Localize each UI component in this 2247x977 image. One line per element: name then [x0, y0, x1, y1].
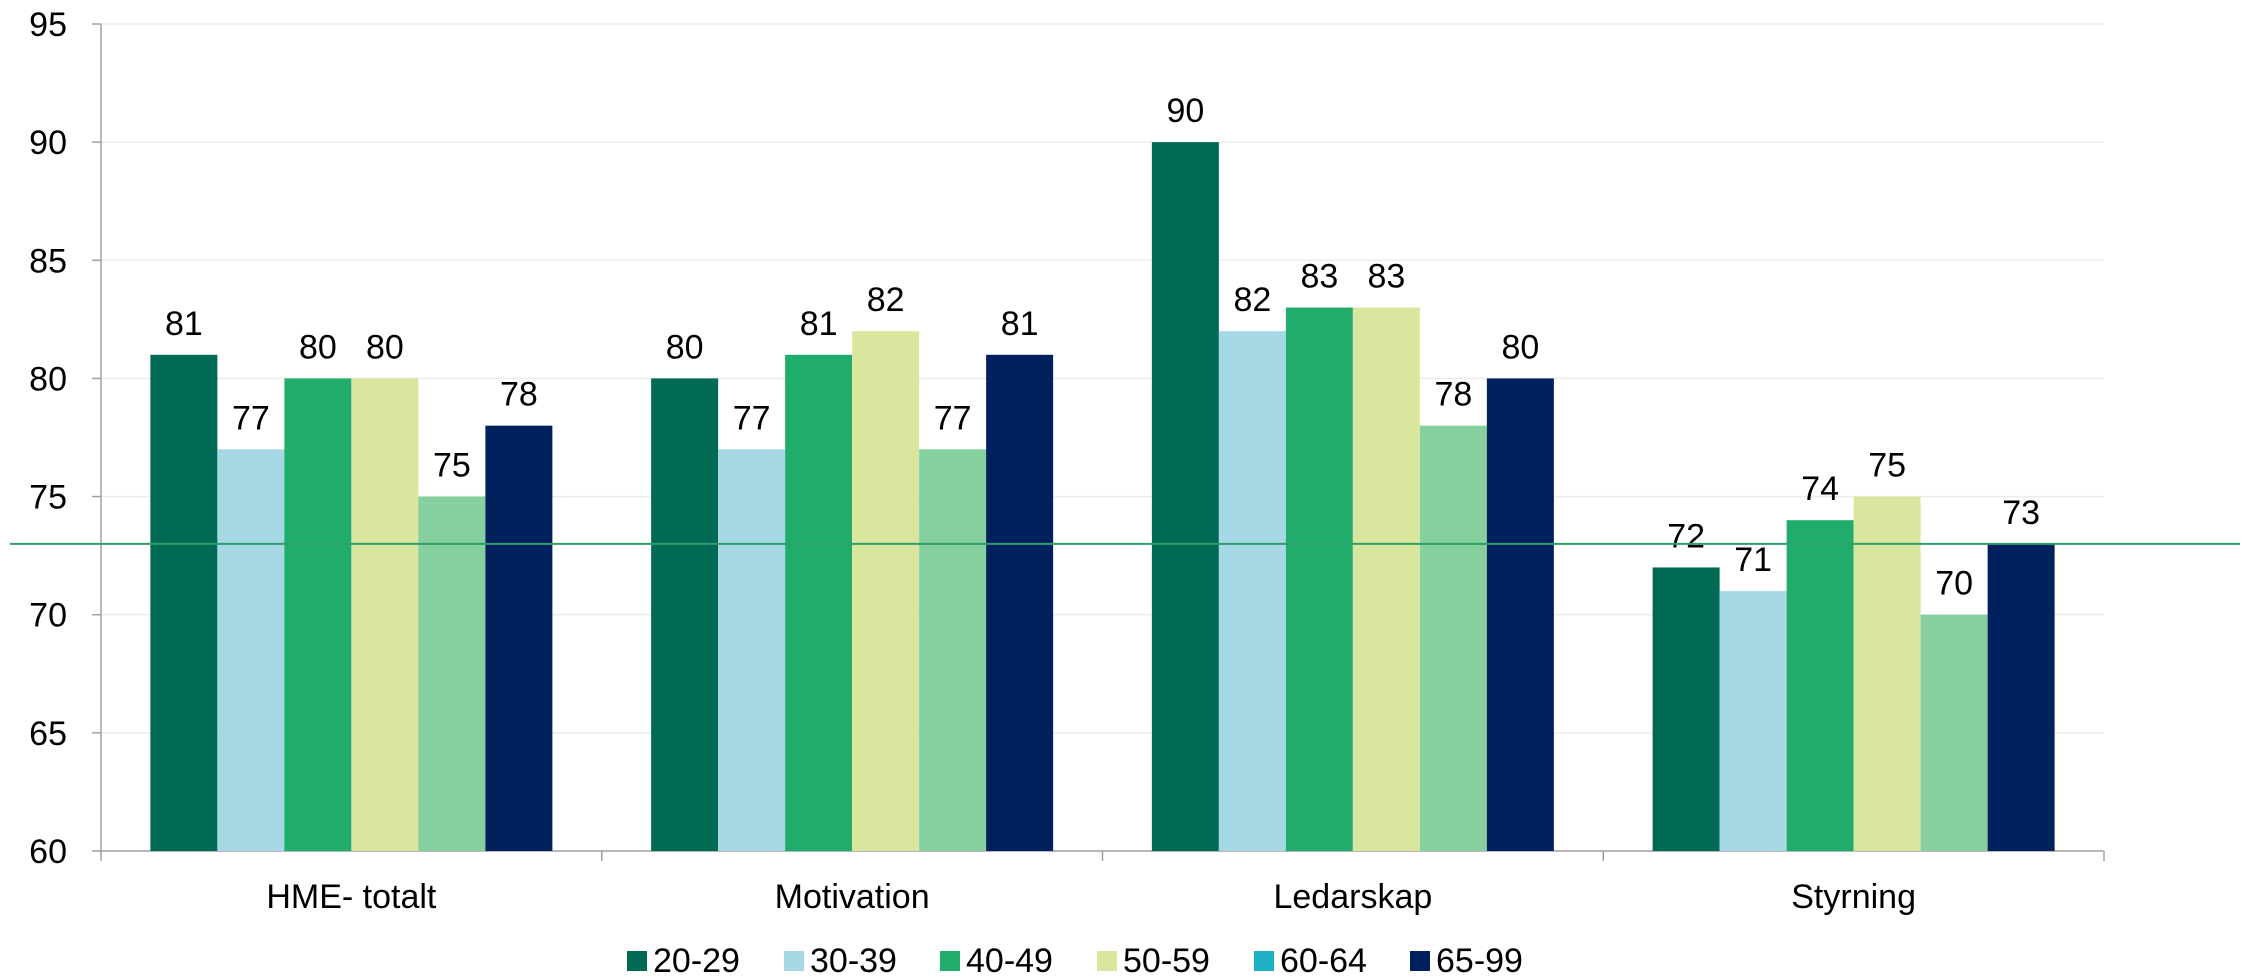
data-label: 90 [1166, 92, 1204, 130]
data-label: 81 [1001, 305, 1039, 343]
data-label: 78 [500, 376, 538, 414]
legend-swatch [940, 951, 960, 971]
legend-label: 40-49 [966, 942, 1053, 977]
bar [651, 378, 719, 851]
legend: 20-29 30-39 40-49 50-59 60-64 65-99 [627, 942, 1523, 977]
data-label: 72 [1667, 517, 1705, 555]
bar [284, 378, 352, 851]
data-label: 71 [1734, 541, 1772, 579]
legend-label: 20-29 [653, 942, 740, 977]
data-label: 78 [1434, 376, 1472, 414]
bar [718, 449, 786, 851]
data-label: 77 [232, 399, 270, 437]
data-label: 75 [433, 447, 471, 485]
bar [1719, 591, 1787, 851]
legend-swatch [1254, 951, 1274, 971]
legend-label: 65-99 [1436, 942, 1523, 977]
legend-swatch [784, 951, 804, 971]
bar [418, 496, 486, 851]
bar [1853, 496, 1921, 851]
x-category-label: HME- totalt [266, 878, 437, 916]
data-label: 80 [366, 328, 404, 366]
bar [986, 354, 1054, 851]
data-label: 83 [1300, 258, 1338, 296]
bar [1352, 307, 1420, 851]
bar [1218, 331, 1286, 852]
bar [919, 449, 987, 851]
x-category-label: Styrning [1791, 878, 1916, 916]
data-label: 75 [1868, 447, 1906, 485]
legend-label: 50-59 [1123, 942, 1210, 977]
y-tick-label: 80 [29, 360, 67, 398]
data-label: 81 [165, 305, 203, 343]
bar [1419, 425, 1487, 851]
y-tick-label: 90 [29, 124, 67, 162]
legend-label: 30-39 [810, 942, 897, 977]
y-tick-label: 70 [29, 597, 67, 635]
bar [1652, 567, 1720, 851]
bar [785, 354, 853, 851]
legend-label: 60-64 [1280, 942, 1367, 977]
y-tick-label: 75 [29, 479, 67, 517]
bar [217, 449, 285, 851]
legend-swatch [1097, 951, 1117, 971]
bar [150, 354, 218, 851]
data-label: 80 [1501, 328, 1539, 366]
bar [351, 378, 419, 851]
y-tick-label: 95 [29, 6, 67, 44]
bar [1987, 543, 2055, 851]
bar [1285, 307, 1353, 851]
y-tick-label: 85 [29, 242, 67, 280]
bars [150, 142, 2055, 852]
data-label: 80 [299, 328, 337, 366]
bar [1786, 520, 1854, 851]
data-label: 74 [1801, 470, 1839, 508]
data-label: 77 [934, 399, 972, 437]
data-label: 82 [1233, 281, 1271, 319]
bar [852, 331, 920, 852]
legend-swatch [1410, 951, 1430, 971]
data-label: 73 [2002, 494, 2040, 532]
data-label: 82 [867, 281, 905, 319]
x-category-label: Ledarskap [1273, 878, 1432, 916]
data-label: 83 [1367, 258, 1405, 296]
data-label: 80 [666, 328, 704, 366]
y-tick-label: 65 [29, 715, 67, 753]
legend-swatch [627, 951, 647, 971]
bar [1486, 378, 1554, 851]
data-labels: 81 77 80 80 75 78 80 77 81 82 77 81 90 82 83 83 78 80 72 71… [165, 92, 2040, 603]
bar [485, 425, 553, 851]
y-tick-label: 60 [29, 833, 67, 871]
data-label: 77 [733, 399, 771, 437]
bar [1920, 614, 1988, 851]
data-label: 70 [1935, 565, 1973, 603]
data-label: 81 [800, 305, 838, 343]
bar [1151, 142, 1219, 852]
x-category-label: Motivation [775, 878, 930, 916]
